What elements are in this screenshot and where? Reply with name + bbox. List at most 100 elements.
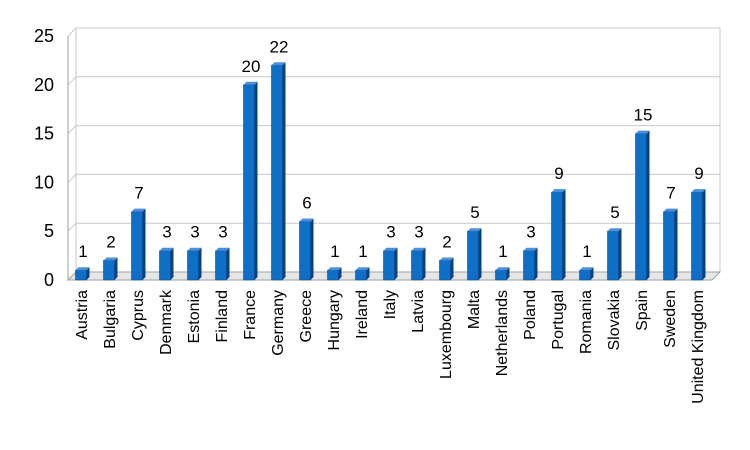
bar (327, 269, 339, 281)
bar-top (243, 81, 258, 85)
bar-top (411, 247, 426, 251)
data-label: 9 (694, 164, 703, 183)
data-label: 22 (270, 37, 289, 56)
bar-side (450, 257, 454, 280)
category-label: Poland (522, 290, 539, 340)
bar (355, 269, 367, 281)
data-label: 2 (442, 232, 451, 251)
category-label: Malta (466, 290, 483, 329)
gridline-wall (67, 222, 77, 232)
category-label: Germany (270, 290, 287, 356)
bar-top (523, 247, 538, 251)
bar-top (579, 267, 594, 271)
bar-top (467, 228, 482, 232)
chart-floor (66, 36, 722, 281)
bar (663, 211, 675, 281)
y-axis-ticks: 0 5 10 15 20 25 (34, 26, 54, 290)
category-label: Greece (298, 290, 315, 343)
data-label: 7 (134, 184, 143, 203)
bar-side (534, 247, 538, 280)
bar-side (366, 267, 370, 280)
category-label: Italy (382, 290, 399, 319)
bar-side (310, 218, 314, 280)
data-label: 1 (78, 242, 87, 261)
data-label: 3 (386, 223, 395, 242)
bar-top (635, 130, 650, 134)
bar (411, 250, 423, 281)
bar (271, 64, 283, 281)
category-label: Luxembourg (438, 290, 455, 379)
gridline-wall (67, 174, 77, 183)
data-label: 3 (526, 223, 535, 242)
data-label: 1 (358, 242, 367, 261)
bar-top (75, 267, 90, 271)
data-label: 20 (242, 57, 261, 76)
bar (467, 230, 479, 281)
bar-side (590, 267, 594, 280)
category-label: Slovakia (606, 290, 623, 351)
bar-top (607, 228, 622, 232)
bar-top (691, 189, 706, 193)
gridline-wall (67, 27, 77, 37)
bar-side (86, 267, 90, 280)
bar (299, 221, 311, 281)
category-label: France (242, 290, 259, 340)
bar-top (103, 257, 118, 261)
category-label: Estonia (186, 290, 203, 343)
bar (103, 260, 115, 281)
bar (243, 84, 255, 281)
y-tick-label: 25 (34, 26, 54, 46)
bars (75, 62, 706, 281)
category-label: United Kingdom (690, 290, 707, 404)
bar-side (282, 62, 286, 280)
bar-side (114, 257, 118, 280)
data-label: 3 (190, 223, 199, 242)
bar-side (254, 81, 258, 280)
bar-top (271, 62, 286, 66)
y-tick-label: 5 (44, 221, 54, 241)
category-label: Austria (74, 290, 91, 340)
bar (131, 211, 143, 281)
bar-side (142, 208, 146, 280)
data-label: 9 (554, 164, 563, 183)
bar-top (327, 267, 342, 271)
gridlines (67, 27, 721, 281)
data-label: 5 (470, 203, 479, 222)
bar-side (562, 189, 566, 280)
bar-top (383, 247, 398, 251)
gridline-wall (67, 76, 77, 86)
y-tick-label: 15 (34, 124, 54, 144)
y-tick-label: 20 (34, 75, 54, 95)
category-label: Portugal (550, 290, 567, 350)
category-labels: Austria Bulgaria Cyprus Denmark Estonia Finla… (74, 289, 707, 404)
y-tick-label: 10 (34, 172, 54, 192)
bar-top (159, 247, 174, 251)
data-label: 15 (634, 106, 653, 125)
bar (439, 260, 451, 281)
category-label: Denmark (158, 289, 175, 355)
bar-side (646, 130, 650, 280)
category-label: Netherlands (494, 290, 511, 376)
data-label: 3 (218, 223, 227, 242)
bar-side (702, 189, 706, 280)
bar-side (226, 247, 230, 280)
bar-top (439, 257, 454, 261)
data-label: 3 (414, 223, 423, 242)
data-label: 7 (666, 184, 675, 203)
data-label: 2 (106, 232, 115, 251)
bar-side (674, 208, 678, 280)
bar-side (170, 247, 174, 280)
bar-top (131, 208, 146, 212)
bar (607, 230, 619, 281)
bar-top (551, 189, 566, 193)
bar (635, 133, 647, 281)
category-label: Cyprus (130, 290, 147, 341)
category-label: Bulgaria (102, 290, 119, 349)
gridline-wall (67, 125, 77, 134)
category-label: Ireland (354, 290, 371, 339)
data-label: 1 (582, 242, 591, 261)
bar-top (299, 218, 314, 222)
bar (579, 269, 591, 281)
bar-side (198, 247, 202, 280)
